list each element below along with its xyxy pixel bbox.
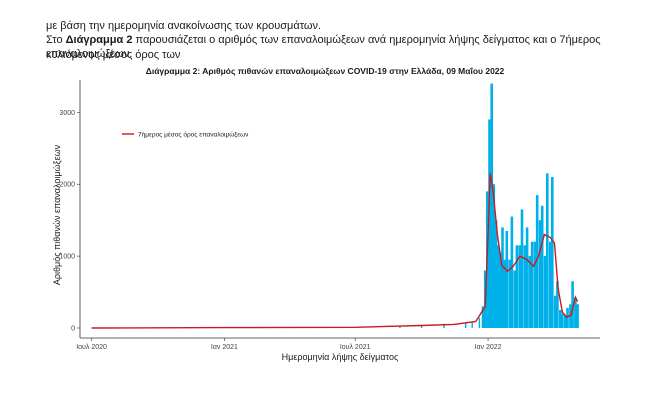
bar	[518, 245, 522, 328]
bar	[535, 195, 539, 328]
bar	[420, 325, 423, 328]
moving-average-line	[91, 173, 579, 329]
bar	[533, 241, 537, 328]
bar	[566, 307, 569, 328]
bar	[508, 259, 511, 328]
bar	[548, 241, 552, 328]
x-axis-label: Ημερομηνία λήψης δείγματος	[282, 352, 399, 362]
bar	[471, 321, 473, 328]
y-axis-label: Αριθμός πιθανών επαναλοιμώξεων	[52, 144, 62, 285]
bar	[478, 317, 481, 328]
bar	[546, 173, 549, 328]
bar	[538, 220, 542, 328]
chart-title: Διάγραμμα 2: Αριθμός πιθανών επαναλοιμώξ…	[145, 66, 505, 76]
bar	[553, 295, 557, 328]
bar-series	[157, 83, 579, 328]
bar	[501, 227, 504, 328]
x-tick-label: Ιουλ 2021	[340, 344, 371, 351]
bar	[523, 245, 527, 328]
bar	[496, 245, 500, 328]
diagram-2-reference: Διάγραμμα 2	[65, 34, 133, 46]
bar	[510, 216, 514, 328]
bar	[490, 83, 493, 328]
y-tick-label: 1000	[59, 254, 75, 261]
text-line-1: με βάση την ημερομηνία ανακοίνωσης των κ…	[46, 20, 322, 32]
legend-label: 7ήμερος μέσος όρος επαναλοιμώξεων	[138, 131, 248, 139]
bar	[488, 119, 491, 328]
y-ticks: 0 1000 2000 3000	[59, 110, 80, 333]
legend: 7ήμερος μέσος όρος επαναλοιμώξεων	[122, 131, 248, 139]
paragraph-prefix: Στο	[46, 34, 66, 46]
bar	[561, 313, 564, 328]
bar	[399, 325, 401, 328]
bar	[503, 259, 506, 328]
bar	[564, 315, 567, 328]
bar	[505, 231, 509, 328]
y-tick-label: 0	[71, 326, 75, 333]
bar	[481, 306, 485, 328]
bar	[530, 241, 534, 328]
bar	[525, 227, 529, 328]
bar	[515, 245, 519, 328]
x-tick-label: Ιαν 2022	[475, 344, 502, 351]
bar	[494, 220, 498, 328]
paragraph-diagram-2: Στο Διάγραμμα 2 παρουσιάζεται ο αριθμός …	[46, 33, 636, 63]
bar	[465, 322, 467, 328]
bar	[574, 297, 577, 328]
bar	[443, 323, 445, 328]
bar	[551, 177, 554, 328]
bar	[543, 256, 547, 328]
bar	[520, 209, 524, 328]
y-tick-label: 3000	[59, 110, 75, 117]
bar	[559, 310, 562, 328]
bar	[528, 256, 532, 328]
x-tick-label: Ιουλ 2020	[76, 344, 107, 351]
paragraph-text: παρουσιάζεται ο αριθμός των επαναλοιμώξε…	[46, 34, 601, 61]
bar	[499, 252, 502, 328]
x-ticks: Ιουλ 2020 Ιαν 2021 Ιουλ 2021 Ιαν 2022	[76, 338, 502, 351]
bar	[556, 281, 559, 328]
bar	[513, 270, 517, 328]
bar	[492, 184, 496, 328]
x-tick-label: Ιαν 2021	[211, 344, 238, 351]
bar	[576, 304, 579, 328]
y-tick-label: 2000	[59, 182, 75, 189]
bar	[540, 205, 544, 328]
paragraph-line-2: επαναλοιμώξεων.	[46, 48, 133, 60]
bar	[571, 281, 574, 328]
